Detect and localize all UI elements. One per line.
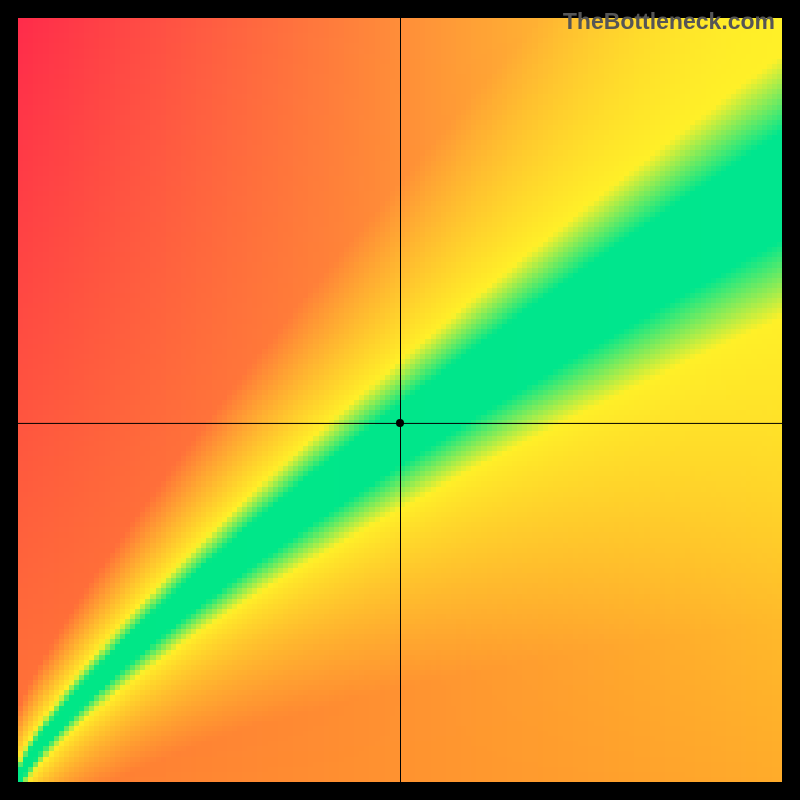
watermark-text: TheBottleneck.com	[563, 8, 775, 35]
bottleneck-heatmap	[0, 0, 800, 800]
